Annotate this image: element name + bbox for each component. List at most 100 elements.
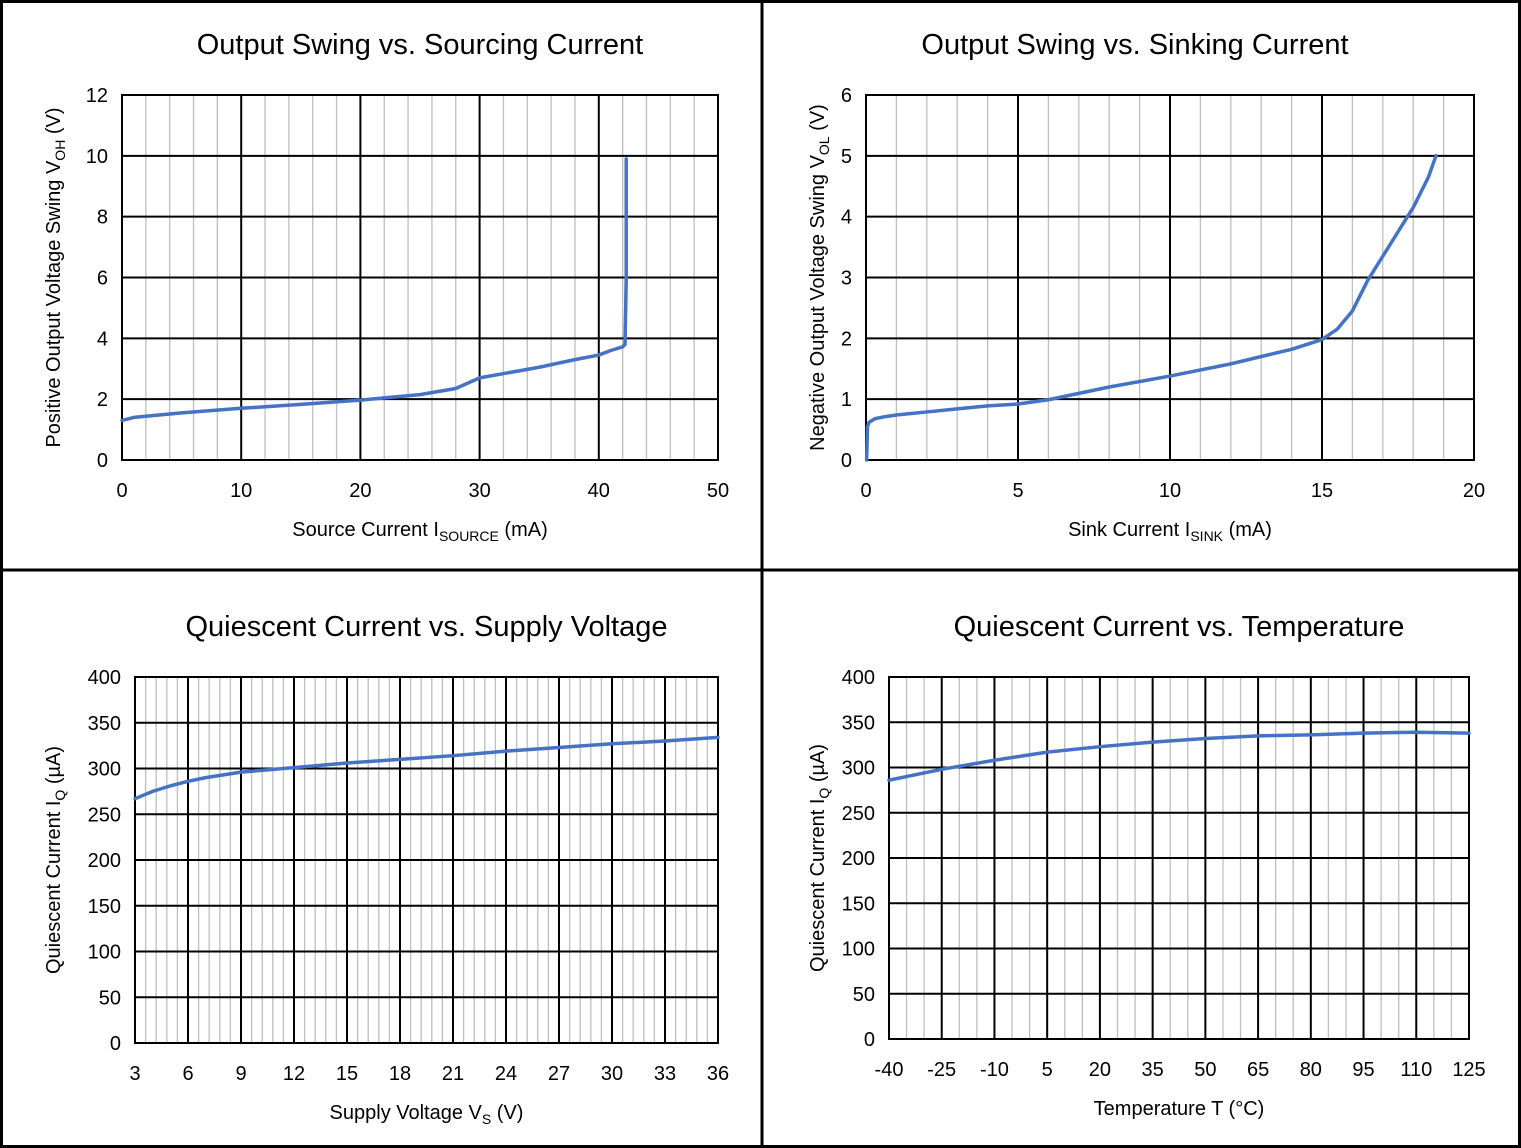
y-tick-label: 300 — [88, 759, 121, 781]
x-tick-label: -40 — [875, 1059, 904, 1081]
x-axis-label: Supply Voltage VS (V) — [330, 1102, 524, 1127]
chart-title: Quiescent Current vs. Supply Voltage — [186, 611, 668, 643]
chart-svg: 3 6 9 12 15 18 21 24 27 30 33 360501001502002503003… — [0, 570, 762, 1148]
panel-border — [762, 0, 1521, 570]
plot-area-frame — [888, 676, 1470, 1040]
x-tick-label: 40 — [588, 480, 610, 502]
chart-panel-iq-vs-temperature: -40 -25 -10 5 20 35 50 65 80 95 110 125 0 50 100 150 200… — [762, 570, 1521, 1148]
x-tick-label: 5 — [1042, 1059, 1053, 1081]
series-line — [864, 154, 1438, 462]
y-tick-label: 10 — [86, 146, 108, 168]
y-tick-label: 150 — [842, 893, 875, 915]
panel-border — [0, 570, 762, 1148]
series-line — [133, 735, 720, 801]
y-tick-label: 0 — [841, 450, 852, 472]
x-tick-label: 10 — [1159, 480, 1181, 502]
plot-area-frame — [865, 94, 1475, 461]
x-tick-label: 0 — [860, 480, 871, 502]
x-tick-label: 3 — [129, 1063, 140, 1085]
panel-border — [0, 0, 762, 570]
y-tick-label: 350 — [842, 712, 875, 734]
x-tick-label: 110 — [1400, 1059, 1432, 1081]
y-tick-label: 100 — [842, 939, 875, 961]
chart-panel-iq-vs-supply: 3 6 9 12 15 18 21 24 27 30 33 36 0 50 100 150 200 250 300 3… — [0, 570, 762, 1148]
x-tick-label: 6 — [182, 1063, 193, 1085]
y-tick-label: 1 — [841, 389, 852, 411]
x-tick-label: 9 — [235, 1063, 246, 1085]
x-tick-label: 36 — [707, 1063, 729, 1085]
chart-svg: 0 10 20 30 40 50 0 2 4 6 8 10 12 Output Swing vs. Sou… — [0, 0, 762, 570]
chart-svg: -40 -25 -10 5 20 35 50 65 80 95 110 125 0 50 100 150 200… — [762, 570, 1521, 1148]
y-tick-label: 400 — [842, 667, 875, 689]
panel-border — [762, 570, 1521, 1148]
x-tick-label: 21 — [442, 1063, 464, 1085]
y-tick-label: 50 — [99, 987, 121, 1009]
y-tick-label: 4 — [97, 328, 108, 350]
x-tick-label: 33 — [654, 1063, 676, 1085]
series-line — [120, 157, 628, 423]
y-tick-label: 200 — [88, 850, 121, 872]
x-tick-label: 95 — [1352, 1059, 1374, 1081]
y-tick-label: 8 — [97, 207, 108, 229]
y-tick-label: 5 — [841, 146, 852, 168]
y-tick-label: 6 — [97, 268, 108, 290]
x-tick-label: 15 — [336, 1063, 358, 1085]
x-tick-label: 27 — [548, 1063, 570, 1085]
y-axis-label: Positive Output Voltage Swing VOH (V) — [43, 107, 68, 447]
y-axis-label: Negative Output Voltage Swing VOL (V) — [807, 104, 832, 451]
plot-area-frame — [121, 94, 719, 461]
x-tick-label: 12 — [283, 1063, 305, 1085]
x-tick-label: 20 — [1463, 480, 1485, 502]
series-line — [887, 730, 1471, 782]
x-tick-label: 10 — [230, 480, 252, 502]
y-tick-label: 3 — [841, 268, 852, 290]
x-tick-label: 30 — [601, 1063, 623, 1085]
x-tick-label: -25 — [927, 1059, 956, 1081]
x-tick-label: -10 — [980, 1059, 1009, 1081]
x-tick-label: 30 — [468, 480, 490, 502]
chart-svg: 0 5 10 15 20 0 1 2 3 4 5 6 Output Swing vs. Sinking … — [762, 0, 1521, 570]
y-axis-label: Quiescent Current IQ (µA) — [43, 746, 68, 974]
y-tick-label: 400 — [88, 667, 121, 689]
x-tick-label: 5 — [1012, 480, 1023, 502]
y-tick-label: 50 — [853, 984, 875, 1006]
x-tick-label: 35 — [1142, 1059, 1164, 1081]
x-axis-label: Sink Current ISINK (mA) — [1068, 519, 1272, 544]
y-tick-label: 0 — [110, 1033, 121, 1055]
x-tick-label: 50 — [707, 480, 729, 502]
x-tick-label: 20 — [349, 480, 371, 502]
x-axis-label: Temperature T (°C) — [1094, 1098, 1265, 1120]
y-tick-label: 0 — [864, 1029, 875, 1051]
x-tick-label: 15 — [1311, 480, 1333, 502]
x-tick-label: 50 — [1194, 1059, 1216, 1081]
y-tick-label: 2 — [97, 389, 108, 411]
x-tick-label: 24 — [495, 1063, 517, 1085]
x-tick-label: 80 — [1300, 1059, 1322, 1081]
x-tick-label: 65 — [1247, 1059, 1269, 1081]
y-tick-label: 100 — [88, 942, 121, 964]
y-tick-label: 2 — [841, 328, 852, 350]
y-tick-label: 250 — [842, 803, 875, 825]
y-tick-label: 4 — [841, 207, 852, 229]
plot-area-frame — [134, 676, 719, 1044]
x-axis-label: Source Current ISOURCE (mA) — [292, 519, 548, 544]
chart-title: Quiescent Current vs. Temperature — [954, 611, 1405, 643]
y-tick-label: 12 — [86, 85, 108, 107]
y-tick-label: 150 — [88, 896, 121, 918]
chart-panel-sinking-current: 0 5 10 15 20 0 1 2 3 4 5 6 Output Swing vs. Sinking … — [762, 0, 1521, 570]
y-tick-label: 250 — [88, 804, 121, 826]
y-tick-label: 200 — [842, 848, 875, 870]
y-axis-label: Quiescent Current IQ (µA) — [807, 744, 832, 972]
chart-title: Output Swing vs. Sinking Current — [921, 29, 1348, 61]
x-tick-label: 0 — [116, 480, 127, 502]
y-tick-label: 300 — [842, 758, 875, 780]
x-tick-label: 18 — [389, 1063, 411, 1085]
chart-title: Output Swing vs. Sourcing Current — [197, 29, 643, 61]
chart-panel-sourcing-current: 0 10 20 30 40 50 0 2 4 6 8 10 12 Output Swing vs. Sou… — [0, 0, 762, 570]
y-tick-label: 350 — [88, 713, 121, 735]
y-tick-label: 0 — [97, 450, 108, 472]
x-tick-label: 20 — [1089, 1059, 1111, 1081]
y-tick-label: 6 — [841, 85, 852, 107]
x-tick-label: 125 — [1452, 1059, 1485, 1081]
